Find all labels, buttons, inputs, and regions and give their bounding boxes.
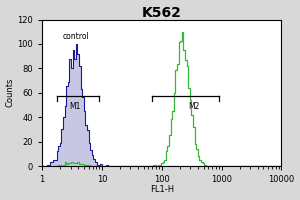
Text: control: control: [63, 32, 89, 41]
Y-axis label: Counts: Counts: [6, 78, 15, 107]
Title: K562: K562: [142, 6, 182, 20]
Text: M2: M2: [188, 102, 200, 111]
X-axis label: FL1-H: FL1-H: [150, 185, 174, 194]
Text: M1: M1: [69, 102, 80, 111]
